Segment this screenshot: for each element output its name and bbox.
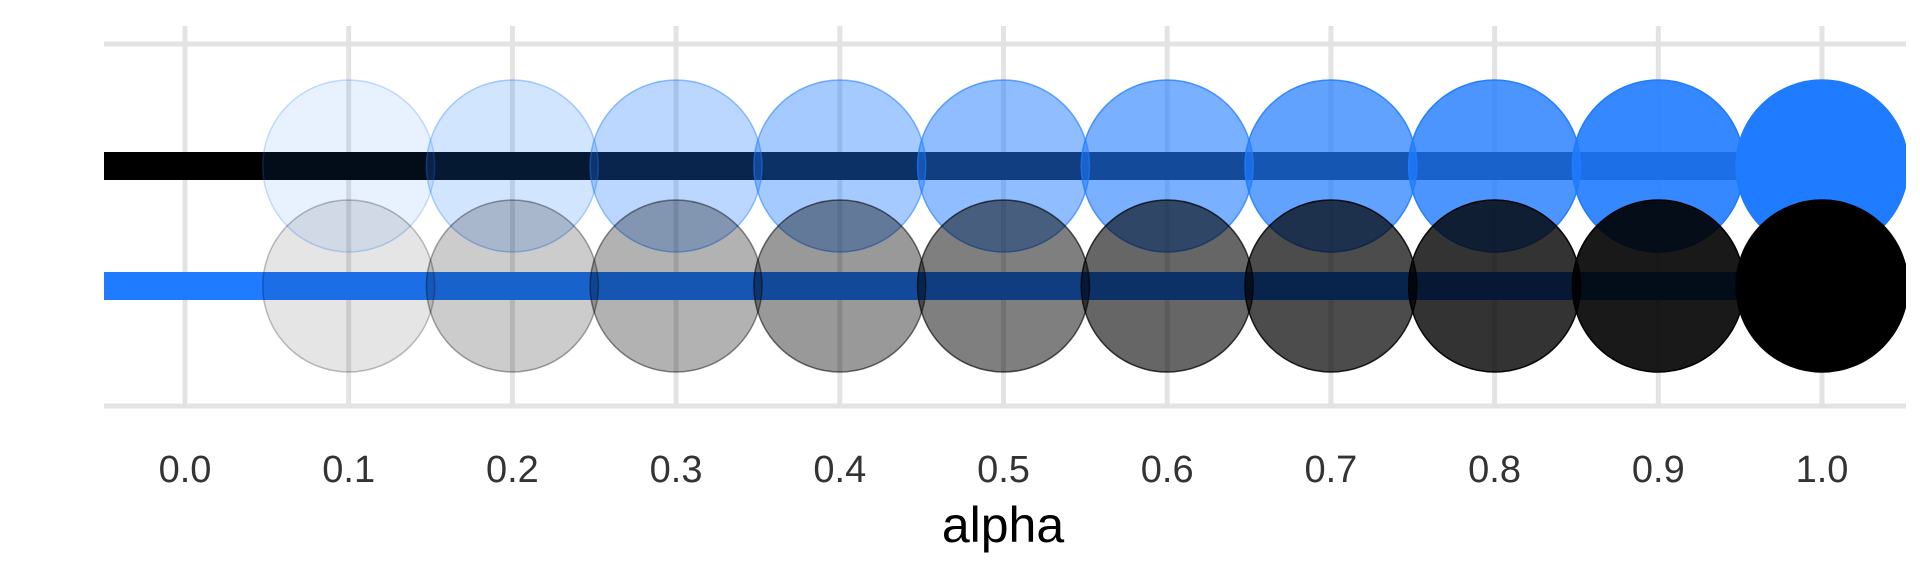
x-tick-label-4: 0.4 [813,449,866,491]
point-row2-alpha-0.6 [1080,199,1254,373]
x-tick-label-7: 0.7 [1304,449,1357,491]
point-row1-alpha-0.2 [425,79,600,253]
point-row2-alpha-0.1 [261,199,436,373]
data-row-2 [104,199,1906,373]
x-tick-label-6: 0.6 [1141,449,1194,491]
point-row2-alpha-0.8 [1407,199,1582,373]
x-tick-labels: 0.0 0.1 0.2 0.3 0.4 0.5 0.6 0.7 0.8 0.9 1.0 [159,449,1849,491]
point-row2-alpha-0.5 [916,199,1091,373]
point-row2-alpha-0.9 [1571,199,1746,373]
x-tick-label-1: 0.1 [322,449,375,491]
x-tick-label-0: 0.0 [159,449,212,491]
point-row2-alpha-1 [1735,199,1906,373]
point-row1-alpha-0.1 [261,79,436,253]
point-row2-alpha-0.3 [589,199,763,373]
point-row2-alpha-0.4 [753,199,927,373]
x-tick-label-5: 0.5 [977,449,1030,491]
x-tick-label-2: 0.2 [486,449,539,491]
data-row-1 [104,79,1906,253]
x-tick-label-10: 1.0 [1796,449,1849,491]
x-tick-label-3: 0.3 [650,449,703,491]
point-row2-alpha-0.7 [1244,199,1418,373]
x-tick-label-9: 0.9 [1632,449,1685,491]
data-rows [104,79,1906,373]
point-row2-alpha-0.2 [425,199,600,373]
point-row1-alpha-0.3 [589,79,763,253]
x-axis-title: alpha [942,497,1065,553]
x-tick-label-8: 0.8 [1468,449,1521,491]
